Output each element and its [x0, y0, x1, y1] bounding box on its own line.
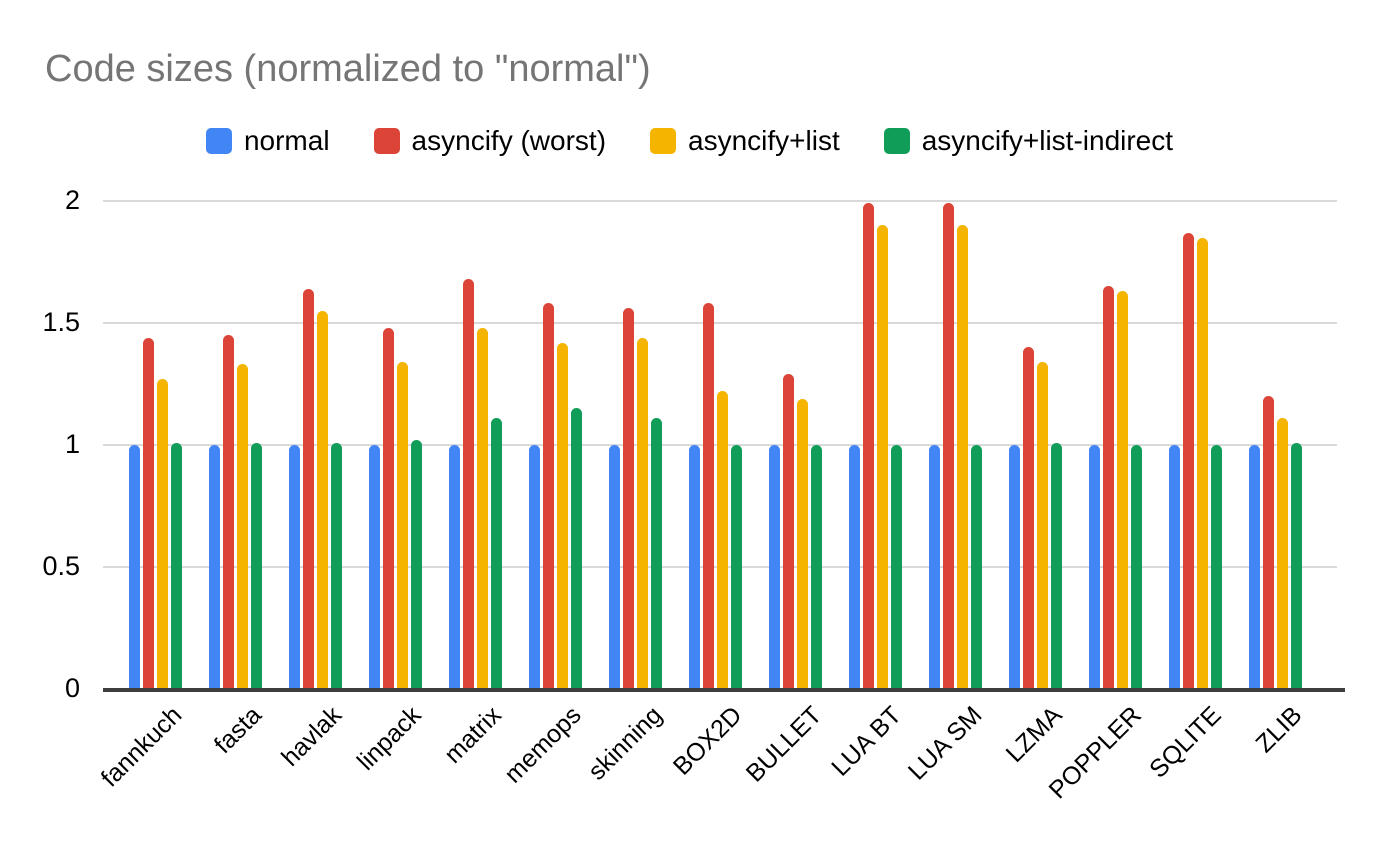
bar-normal-havlak [288, 445, 300, 689]
x-category-label-linpack: linpack [352, 701, 428, 776]
x-category-label-matrix: matrix [439, 701, 508, 769]
bar-normal-poppler [1088, 445, 1100, 689]
bar-asyncify-list-indirect-lua-bt [891, 445, 903, 689]
bar-asyncify-worst-linpack [382, 327, 394, 689]
y-tick-label-1: 1 [64, 429, 80, 459]
bar-asyncify-list-indirect-havlak [331, 442, 343, 689]
legend-item-asyncify-list: asyncify+list [650, 125, 840, 157]
bar-normal-matrix [448, 445, 460, 689]
bar-asyncify-list-indirect-zlib [1291, 442, 1303, 689]
bar-asyncify-list-indirect-fannkuch [171, 442, 183, 689]
bar-asyncify-list-memops [556, 342, 568, 689]
legend-label-normal: normal [243, 125, 330, 156]
x-category-label-fasta: fasta [208, 701, 268, 760]
bar-asyncify-list-indirect-poppler [1131, 445, 1143, 689]
legend-item-normal: normal [205, 125, 330, 157]
bar-asyncify-list-fasta [236, 364, 248, 689]
bar-asyncify-list-indirect-bullet [811, 445, 823, 689]
legend-item-asyncify-list-indirect: asyncify+list-indirect [883, 125, 1174, 157]
bar-normal-memops [528, 445, 540, 689]
legend-label-asyncify-list: asyncify+list [688, 125, 840, 156]
x-category-label-havlak: havlak [276, 701, 348, 772]
x-category-label-lzma: LZMA [1000, 701, 1068, 768]
legend-item-asyncify-worst: asyncify (worst) [373, 125, 607, 157]
x-category-label-lua-sm: LUA SM [902, 701, 988, 786]
bar-asyncify-worst-lua-bt [862, 203, 874, 689]
y-tick-label-0.5: 0.5 [42, 551, 80, 581]
bar-asyncify-list-indirect-matrix [491, 418, 503, 689]
y-tick-label-2: 2 [64, 185, 80, 215]
bar-asyncify-worst-lua-sm [942, 203, 954, 689]
gridline-1.5 [103, 322, 1337, 324]
bar-asyncify-worst-matrix [462, 279, 474, 689]
legend-swatch-asyncify-worst [373, 128, 400, 154]
bar-asyncify-list-lua-sm [956, 225, 968, 689]
x-category-label-skinning: skinning [582, 701, 668, 786]
bar-asyncify-list-indirect-lzma [1051, 442, 1063, 689]
bar-asyncify-list-lzma [1036, 362, 1048, 689]
bar-normal-linpack [368, 445, 380, 689]
bar-normal-bullet [768, 445, 780, 689]
bar-asyncify-list-zlib [1276, 418, 1288, 689]
x-category-label-zlib: ZLIB [1249, 701, 1308, 759]
x-category-label-lua-bt: LUA BT [826, 701, 908, 782]
bar-asyncify-list-matrix [476, 327, 488, 689]
bar-asyncify-list-fannkuch [156, 379, 168, 689]
legend-label-asyncify-list-indirect: asyncify+list-indirect [921, 125, 1174, 156]
bar-normal-lua-bt [848, 445, 860, 689]
chart-legend: normal asyncify (worst) asyncify+list as… [0, 124, 1379, 158]
bar-normal-fannkuch [128, 445, 140, 689]
legend-swatch-normal [205, 128, 232, 154]
bar-asyncify-list-sqlite [1196, 237, 1208, 689]
bar-normal-lzma [1008, 445, 1020, 689]
bar-asyncify-worst-fasta [222, 335, 234, 689]
bar-normal-skinning [608, 445, 620, 689]
legend-label-asyncify-worst: asyncify (worst) [411, 125, 607, 156]
bar-asyncify-list-linpack [396, 362, 408, 689]
bar-asyncify-list-indirect-memops [571, 408, 583, 689]
bar-asyncify-worst-box2d [702, 303, 714, 689]
bar-normal-lua-sm [928, 445, 940, 689]
bar-asyncify-list-poppler [1116, 291, 1128, 689]
bar-asyncify-list-skinning [636, 337, 648, 689]
bar-asyncify-list-havlak [316, 310, 328, 689]
bar-asyncify-worst-fannkuch [142, 337, 154, 689]
bar-asyncify-list-indirect-skinning [651, 418, 663, 689]
legend-swatch-asyncify-list-indirect [883, 128, 910, 154]
x-axis-line [103, 688, 1345, 692]
bar-asyncify-worst-memops [542, 303, 554, 689]
chart-title: Code sizes (normalized to "normal") [45, 48, 651, 90]
bar-asyncify-worst-havlak [302, 288, 314, 689]
bar-normal-zlib [1248, 445, 1260, 689]
bar-asyncify-list-lua-bt [876, 225, 888, 689]
bar-asyncify-worst-zlib [1262, 396, 1274, 689]
bar-asyncify-worst-poppler [1102, 286, 1114, 689]
y-tick-label-0: 0 [64, 673, 80, 703]
bar-normal-fasta [208, 445, 220, 689]
bar-asyncify-worst-sqlite [1182, 232, 1194, 689]
x-category-label-sqlite: SQLITE [1144, 701, 1228, 784]
x-category-label-memops: memops [499, 701, 588, 789]
bar-asyncify-list-indirect-lua-sm [971, 445, 983, 689]
bar-asyncify-list-box2d [716, 391, 728, 689]
x-category-label-fannkuch: fannkuch [95, 701, 188, 793]
y-tick-label-1.5: 1.5 [42, 307, 80, 337]
x-category-label-bullet: BULLET [740, 701, 828, 788]
bar-asyncify-list-indirect-sqlite [1211, 445, 1223, 689]
bar-asyncify-worst-lzma [1022, 347, 1034, 689]
bar-asyncify-list-bullet [796, 398, 808, 689]
bar-normal-box2d [688, 445, 700, 689]
gridline-2 [103, 200, 1337, 202]
bar-asyncify-list-indirect-linpack [411, 440, 423, 689]
bar-asyncify-list-indirect-fasta [251, 442, 263, 689]
bar-asyncify-worst-skinning [622, 308, 634, 689]
bar-asyncify-list-indirect-box2d [731, 445, 743, 689]
legend-swatch-asyncify-list [650, 128, 677, 154]
x-category-label-box2d: BOX2D [667, 701, 748, 781]
bar-asyncify-worst-bullet [782, 374, 794, 689]
bar-normal-sqlite [1168, 445, 1180, 689]
